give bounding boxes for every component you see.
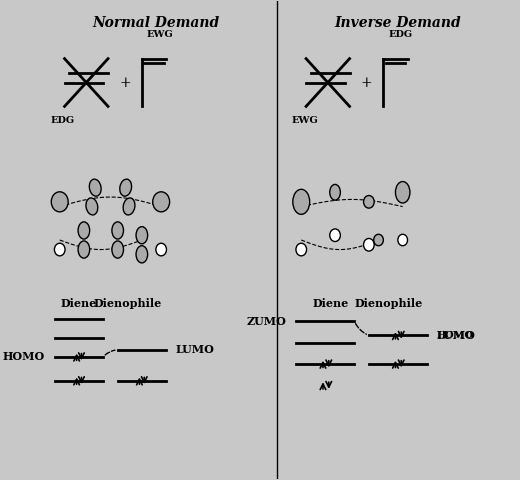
Text: Diene: Diene bbox=[61, 298, 97, 309]
Text: Dienophile: Dienophile bbox=[93, 298, 162, 309]
Ellipse shape bbox=[86, 198, 98, 215]
Ellipse shape bbox=[136, 227, 148, 244]
Ellipse shape bbox=[55, 243, 65, 256]
Text: Diene: Diene bbox=[312, 298, 348, 309]
Text: EDG: EDG bbox=[50, 116, 74, 125]
Text: LUMO: LUMO bbox=[436, 330, 475, 341]
Text: Inverse Demand: Inverse Demand bbox=[334, 16, 461, 30]
Ellipse shape bbox=[112, 241, 123, 258]
Ellipse shape bbox=[153, 192, 170, 212]
Ellipse shape bbox=[395, 181, 410, 203]
Text: +: + bbox=[119, 75, 131, 89]
Ellipse shape bbox=[89, 179, 101, 196]
Text: ZUMO: ZUMO bbox=[247, 316, 287, 326]
Text: HOMO: HOMO bbox=[436, 331, 473, 340]
Text: EWG: EWG bbox=[147, 30, 174, 39]
Ellipse shape bbox=[112, 222, 123, 239]
Text: EWG: EWG bbox=[292, 116, 318, 125]
Ellipse shape bbox=[330, 229, 341, 241]
Ellipse shape bbox=[296, 243, 307, 256]
Text: +: + bbox=[361, 75, 372, 89]
Ellipse shape bbox=[293, 189, 310, 215]
Text: Normal Demand: Normal Demand bbox=[93, 16, 220, 30]
Ellipse shape bbox=[363, 239, 374, 251]
Ellipse shape bbox=[136, 246, 148, 263]
Text: Dienophile: Dienophile bbox=[354, 298, 422, 309]
Ellipse shape bbox=[330, 184, 341, 200]
Ellipse shape bbox=[123, 198, 135, 215]
Ellipse shape bbox=[51, 192, 68, 212]
Ellipse shape bbox=[398, 234, 408, 246]
Ellipse shape bbox=[156, 243, 166, 256]
Text: LUMO: LUMO bbox=[176, 344, 215, 355]
Ellipse shape bbox=[78, 241, 89, 258]
Text: EDG: EDG bbox=[388, 30, 412, 39]
Ellipse shape bbox=[78, 222, 89, 239]
Text: HOMO: HOMO bbox=[3, 351, 45, 362]
Ellipse shape bbox=[363, 195, 374, 208]
Ellipse shape bbox=[374, 234, 383, 246]
Ellipse shape bbox=[120, 179, 132, 196]
